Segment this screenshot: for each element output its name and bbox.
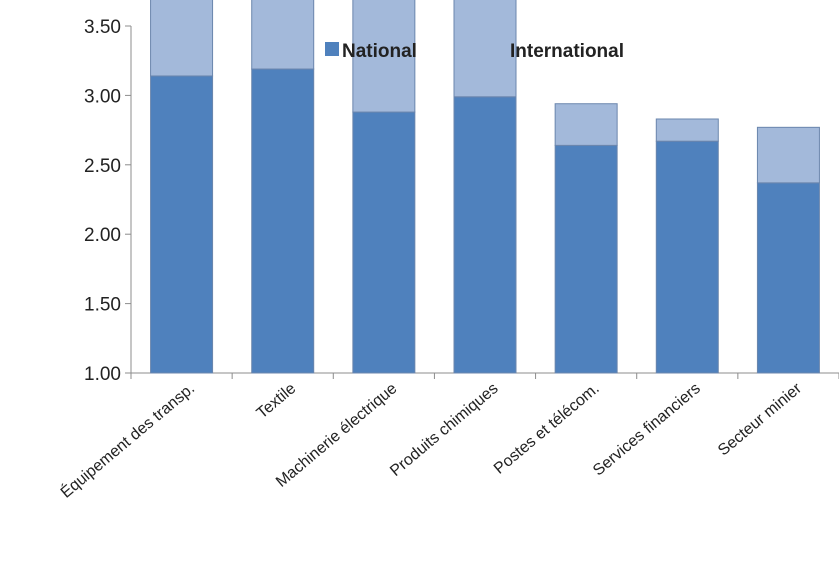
y-tick-label: 2.00 [84, 225, 121, 246]
bar-national-1 [251, 68, 315, 374]
category-label: Textile [254, 380, 300, 422]
category-label: Équipement des transp. [56, 379, 198, 502]
bar-national-3 [453, 96, 517, 374]
y-tick-label: 3.50 [84, 17, 121, 38]
category-label: Services financiers [590, 380, 704, 479]
bar-international-5 [655, 118, 719, 142]
y-tick-label: 1.00 [84, 364, 121, 385]
legend-swatch-national [325, 42, 339, 56]
category-label: Postes et télécom. [491, 380, 603, 478]
category-label: Produits chimiques [387, 380, 501, 480]
y-tick-labels: 1.00 1.50 2.00 2.50 3.00 3.50 [84, 17, 121, 385]
legend-label-national: National [342, 41, 417, 62]
bars [150, 0, 820, 374]
y-tick-label: 2.50 [84, 156, 121, 177]
legend-swatch-international [493, 42, 507, 56]
y-tick-label: 3.00 [84, 86, 121, 107]
bar-national-4 [554, 144, 618, 374]
bar-national-5 [655, 140, 719, 374]
legend: National International [325, 41, 624, 62]
bar-international-0 [150, 0, 214, 77]
bar-international-6 [756, 126, 820, 184]
legend-label-international: International [510, 41, 624, 62]
category-labels: Équipement des transp. TextileMachinerie … [56, 379, 805, 502]
bar-national-0 [150, 75, 214, 374]
axes [125, 25, 839, 379]
bar-international-4 [554, 103, 618, 146]
category-label: Secteur minier [715, 380, 805, 460]
bar-international-2 [352, 0, 416, 113]
y-tick-label: 1.50 [84, 295, 121, 316]
bar-international-1 [251, 0, 315, 70]
bar-national-6 [756, 182, 820, 374]
bar-national-2 [352, 111, 416, 374]
